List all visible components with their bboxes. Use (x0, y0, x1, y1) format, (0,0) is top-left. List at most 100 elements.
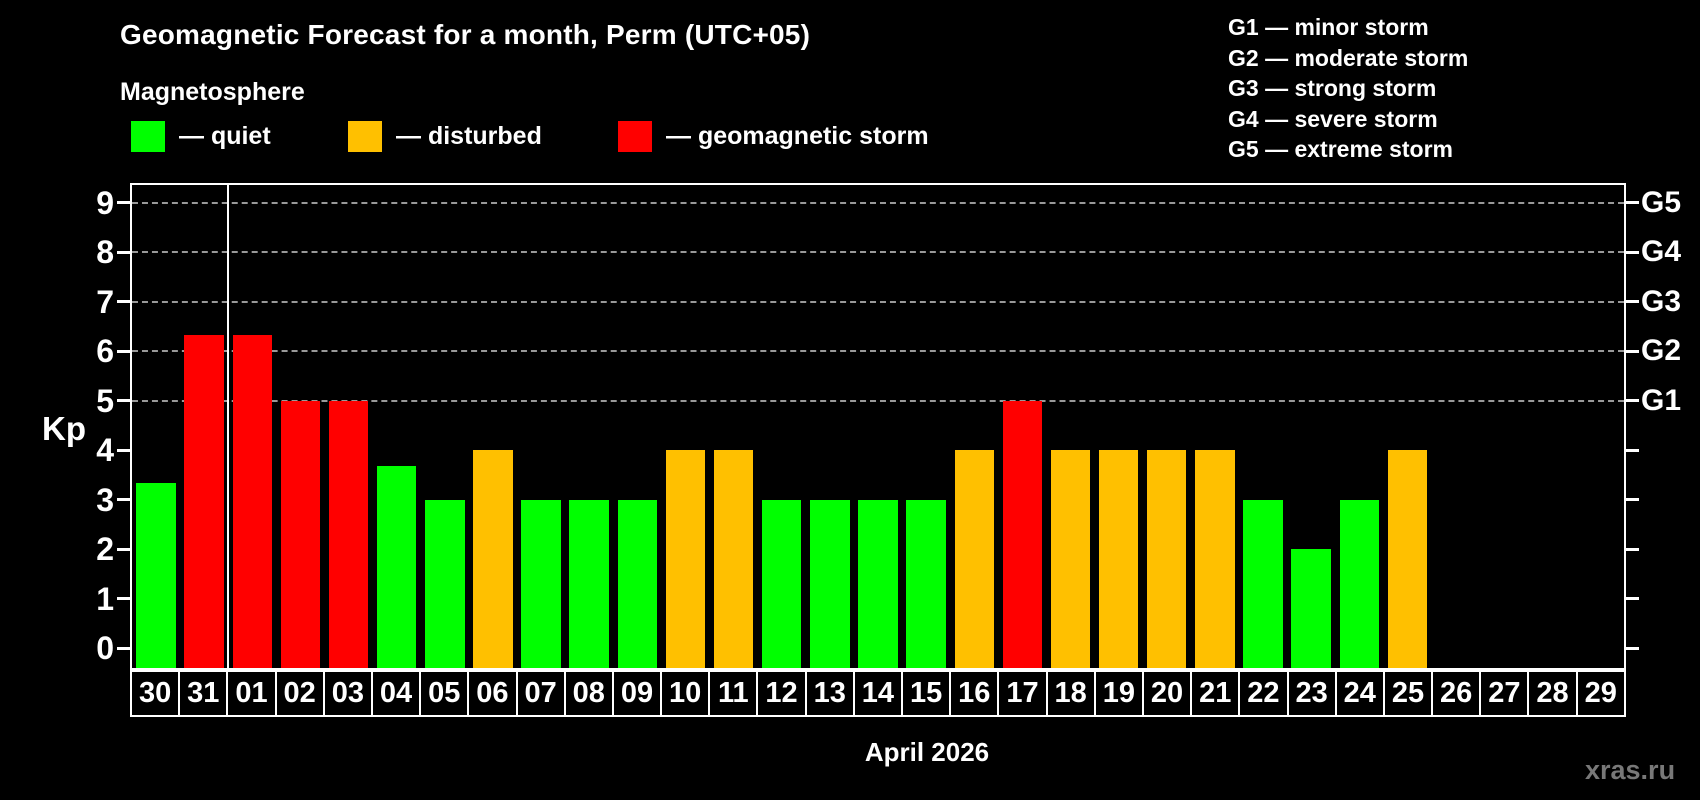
gridline-kp7 (132, 300, 1624, 303)
legend-item-storm: — geomagnetic storm (618, 120, 929, 152)
y-axis-label-1: 1 (96, 580, 114, 617)
right-axis-label-g3: G3 (1641, 284, 1682, 318)
gridline-kp8 (132, 251, 1624, 253)
chart-title: Geomagnetic Forecast for a month, Perm (… (120, 19, 811, 50)
kp-bar-day-08 (569, 499, 609, 668)
x-axis-day-label-01: 01 (226, 670, 277, 717)
x-axis-day-label-31: 31 (178, 670, 229, 717)
y-axis-tick-right-8 (1626, 250, 1639, 254)
y-axis-label-3: 3 (96, 481, 114, 518)
y-axis-tick-left-3 (117, 498, 130, 501)
y-axis-label-4: 4 (96, 432, 114, 468)
x-axis-day-label-28: 28 (1527, 670, 1578, 717)
y-axis-label-8: 8 (96, 234, 114, 270)
legend-item-disturbed: — disturbed (348, 120, 542, 152)
x-axis-day-label-04: 04 (370, 670, 422, 717)
legend-label-disturbed: — disturbed (396, 121, 542, 150)
x-axis-day-label-03: 03 (322, 670, 373, 717)
chart-subtitle: Magnetosphere (120, 78, 305, 106)
x-axis-day-label-22: 22 (1238, 670, 1289, 717)
kp-bar-day-03 (328, 400, 369, 668)
y-axis-label-2: 2 (96, 531, 114, 567)
kp-bar-day-04 (376, 466, 417, 668)
y-axis-tick-right-4 (1626, 448, 1639, 452)
kp-bar-day-19 (1098, 450, 1139, 668)
y-axis-label-9: 9 (96, 184, 114, 221)
x-axis-day-label-16: 16 (949, 670, 1000, 717)
watermark: xras.ru (1585, 755, 1676, 785)
x-axis-day-label-15: 15 (901, 670, 952, 717)
gridline-kp9 (132, 201, 1624, 204)
x-axis-day-label-07: 07 (515, 670, 566, 717)
y-axis-tick-left-8 (117, 250, 130, 254)
x-axis-day-label-09: 09 (611, 670, 663, 717)
y-axis-title: Kp (42, 410, 86, 447)
kp-bar-day-23 (1291, 549, 1331, 668)
storm-color-swatch (618, 120, 652, 152)
kp-bar-day-24 (1339, 499, 1379, 668)
x-axis-title: April 2026 (864, 737, 990, 767)
x-axis-day-label-10: 10 (660, 670, 711, 717)
kp-bar-day-02 (280, 400, 321, 668)
storm-scale-legend: G1 — minor storm G2 — moderate storm G3 … (1228, 12, 1468, 165)
kp-bar-day-14 (858, 499, 898, 668)
kp-bar-day-09 (617, 499, 658, 668)
y-axis-tick-right-2 (1626, 547, 1639, 551)
kp-bar-day-25 (1387, 450, 1428, 668)
x-axis-day-label-24: 24 (1334, 670, 1385, 717)
kp-bar-day-21 (1195, 450, 1235, 668)
x-axis-day-label-19: 19 (1093, 670, 1144, 717)
legend-label-storm: — geomagnetic storm (666, 121, 929, 150)
x-axis-day-label-13: 13 (804, 670, 855, 717)
kp-bar-day-13 (810, 499, 850, 668)
x-axis-day-label-17: 17 (997, 670, 1048, 717)
x-axis-day-label-25: 25 (1382, 670, 1434, 717)
y-axis-tick-right-6 (1626, 349, 1639, 353)
storm-scale-line-g2: G2 — moderate storm (1228, 44, 1469, 71)
x-axis-day-label-26: 26 (1431, 670, 1482, 717)
x-axis-day-label-30: 30 (130, 670, 181, 717)
storm-scale-line-g1: G1 — minor storm (1228, 14, 1429, 40)
storm-scale-line-g5: G5 — extreme storm (1228, 136, 1453, 163)
right-axis-label-g4: G4 (1641, 235, 1682, 268)
kp-bar-day-15 (906, 499, 946, 668)
legend-item-quiet: — quiet (131, 120, 271, 152)
x-axis-day-label-29: 29 (1575, 670, 1626, 717)
x-axis-day-label-21: 21 (1190, 670, 1241, 717)
kp-bar-day-06 (473, 450, 513, 668)
kp-bar-day-10 (665, 450, 706, 668)
y-axis-label-7: 7 (96, 283, 114, 320)
y-axis-tick-left-6 (117, 349, 130, 353)
x-axis-day-label-18: 18 (1045, 670, 1096, 717)
x-axis-day-row: 30 31 01 02 03 04 05 06 07 08 09 10 11 12 13 14 15 16 17 18… (130, 670, 1626, 717)
kp-bar-day-05 (425, 499, 465, 668)
kp-bar-day-01 (232, 334, 273, 668)
kp-bar-day-11 (713, 450, 754, 668)
x-axis-day-label-11: 11 (708, 670, 759, 717)
legend-label-quiet: — quiet (179, 121, 271, 150)
y-axis-tick-right-1 (1626, 597, 1639, 600)
storm-scale-line-g4: G4 — severe storm (1228, 105, 1438, 132)
kp-bar-day-07 (521, 499, 561, 668)
x-axis-day-label-20: 20 (1141, 670, 1193, 717)
kp-bar-day-20 (1147, 450, 1187, 668)
x-axis-day-label-06: 06 (467, 670, 518, 717)
right-axis-label-g5: G5 (1641, 185, 1682, 219)
gridline-kp6 (132, 350, 1624, 352)
kp-bar-day-18 (1050, 450, 1091, 668)
kp-bar-day-17 (1002, 400, 1043, 668)
plot-area: 0 1 2 3 4 5 6 7 8 9 G1 G2 G3 G4 G5 (96, 183, 1681, 670)
y-axis-tick-left-5 (117, 399, 130, 402)
y-axis-tick-right-3 (1626, 498, 1639, 501)
x-axis-day-label-02: 02 (274, 670, 325, 717)
disturbed-color-swatch (348, 120, 382, 152)
storm-scale-line-g3: G3 — strong storm (1228, 75, 1437, 102)
x-axis-day-label-14: 14 (852, 670, 903, 717)
kp-bar-day-30 (136, 483, 176, 668)
month-separator-line (227, 185, 230, 668)
y-axis-tick-left-4 (117, 448, 130, 452)
y-axis-tick-left-0 (117, 646, 130, 650)
kp-bar-day-22 (1243, 499, 1283, 668)
x-axis-day-label-08: 08 (563, 670, 614, 717)
